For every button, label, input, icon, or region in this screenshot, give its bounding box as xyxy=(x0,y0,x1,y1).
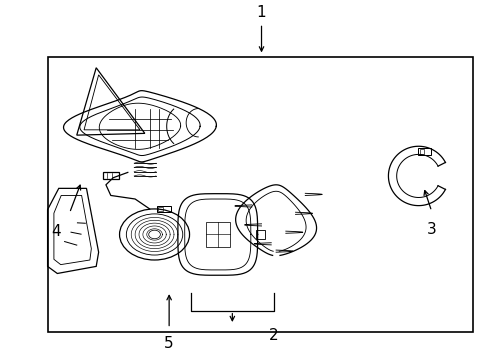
Bar xyxy=(256,230,264,239)
Text: 3: 3 xyxy=(426,222,436,237)
Bar xyxy=(157,206,170,212)
Text: 1: 1 xyxy=(256,5,266,20)
Bar xyxy=(47,57,472,332)
Text: 5: 5 xyxy=(164,336,174,351)
Text: 2: 2 xyxy=(268,328,278,343)
Bar xyxy=(417,148,430,156)
Bar xyxy=(103,172,119,180)
Bar xyxy=(158,207,163,211)
Bar xyxy=(419,149,424,154)
Text: 4: 4 xyxy=(51,224,61,239)
Bar xyxy=(205,222,229,247)
